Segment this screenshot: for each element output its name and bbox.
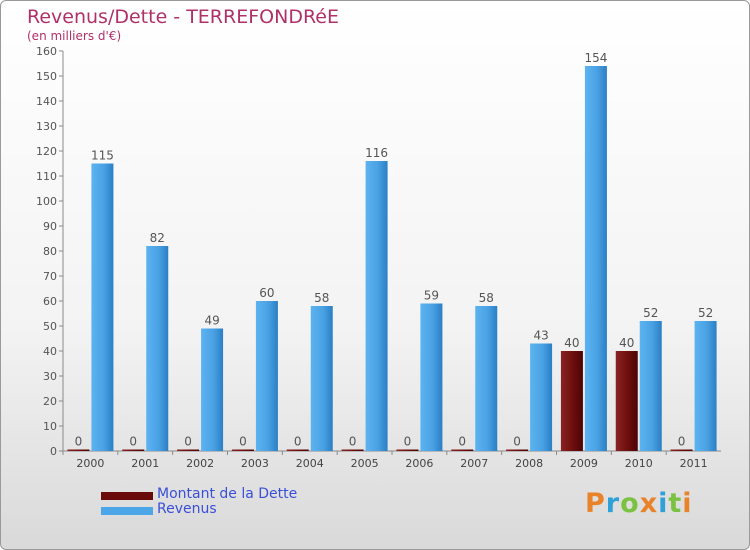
data-label-dette: 0 [129,435,137,449]
data-label-revenus: 59 [424,289,439,303]
y-tick-label: 130 [36,120,57,133]
x-tick-label: 2005 [351,457,379,470]
y-tick-label: 10 [43,420,57,433]
y-tick-label: 80 [43,245,57,258]
x-tick-label: 2008 [515,457,543,470]
x-tick-label: 2007 [460,457,488,470]
data-label-dette: 0 [404,435,412,449]
proxiti-logo: Proxiti [585,488,693,519]
logo-letter: P [585,488,606,519]
logo-letter: i [682,488,693,519]
y-tick-label: 160 [36,45,57,58]
data-label-revenus: 82 [150,231,165,245]
bar-dette [451,449,474,451]
x-tick-label: 2001 [131,457,159,470]
x-tick-label: 2000 [76,457,104,470]
chart-subtitle: (en milliers d'€) [27,29,122,43]
data-label-dette: 0 [75,435,83,449]
data-label-dette: 40 [564,336,579,350]
data-label-dette: 40 [619,336,634,350]
logo-letter: t [668,488,683,519]
y-tick-label: 60 [43,295,57,308]
y-tick-label: 120 [36,145,57,158]
data-label-revenus: 60 [259,286,274,300]
data-label-dette: 0 [239,435,247,449]
data-label-revenus: 115 [91,149,114,163]
bar-dette [177,449,200,451]
x-tick-label: 2003 [241,457,269,470]
legend-label-revenus: Revenus [157,501,217,517]
data-label-dette: 0 [184,435,192,449]
x-tick-label: 2002 [186,457,214,470]
y-tick-label: 0 [50,445,57,458]
bar-revenus [146,246,169,451]
logo-letter: i [658,488,669,519]
bar-dette [122,449,145,451]
chart-title: Revenus/Dette - TERREFONDRéE [27,6,339,28]
x-tick-label: 2006 [405,457,433,470]
y-tick-label: 90 [43,220,57,233]
bar-revenus [584,66,607,451]
data-label-revenus: 58 [479,291,494,305]
bar-revenus [530,343,553,451]
data-label-revenus: 43 [533,329,548,343]
bar-revenus [420,303,443,451]
x-tick-label: 2011 [680,457,708,470]
data-label-revenus: 52 [698,306,713,320]
y-tick-label: 50 [43,320,57,333]
legend-swatch-revenus [101,507,153,515]
x-tick-label: 2004 [296,457,324,470]
bar-revenus [255,301,278,451]
bar-revenus [694,321,717,451]
data-label-revenus: 116 [365,146,388,160]
bar-revenus [310,306,333,451]
bar-revenus [475,306,498,451]
bar-revenus [201,328,224,451]
bar-revenus [365,161,388,451]
data-label-dette: 0 [349,435,357,449]
bar-dette [670,449,693,451]
logo-letter: r [605,488,621,519]
data-label-dette: 0 [458,435,466,449]
data-label-revenus: 49 [204,314,219,328]
bar-dette [67,449,90,451]
legend-label-dette: Montant de la Dette [157,486,298,502]
legend-swatch-dette [101,492,153,500]
data-label-dette: 0 [294,435,302,449]
data-label-revenus: 52 [643,306,658,320]
bar-dette [231,449,254,451]
bar-dette [341,449,364,451]
y-tick-label: 110 [36,170,57,183]
x-tick-label: 2009 [570,457,598,470]
y-tick-label: 150 [36,70,57,83]
logo-letter: x [639,488,659,519]
y-tick-label: 70 [43,270,57,283]
y-tick-label: 40 [43,345,57,358]
y-tick-label: 100 [36,195,57,208]
data-label-revenus: 58 [314,291,329,305]
bar-dette [396,449,419,451]
x-tick-label: 2010 [625,457,653,470]
y-tick-label: 30 [43,370,57,383]
bar-dette [506,449,529,451]
bar-dette [286,449,309,451]
y-tick-label: 140 [36,95,57,108]
data-label-dette: 0 [513,435,521,449]
bar-dette [560,351,583,451]
bar-dette [615,351,638,451]
bar-revenus [639,321,662,451]
bar-revenus [91,163,114,451]
data-label-dette: 0 [678,435,686,449]
data-label-revenus: 154 [584,51,607,65]
logo-letter: o [620,488,640,519]
y-tick-label: 20 [43,395,57,408]
